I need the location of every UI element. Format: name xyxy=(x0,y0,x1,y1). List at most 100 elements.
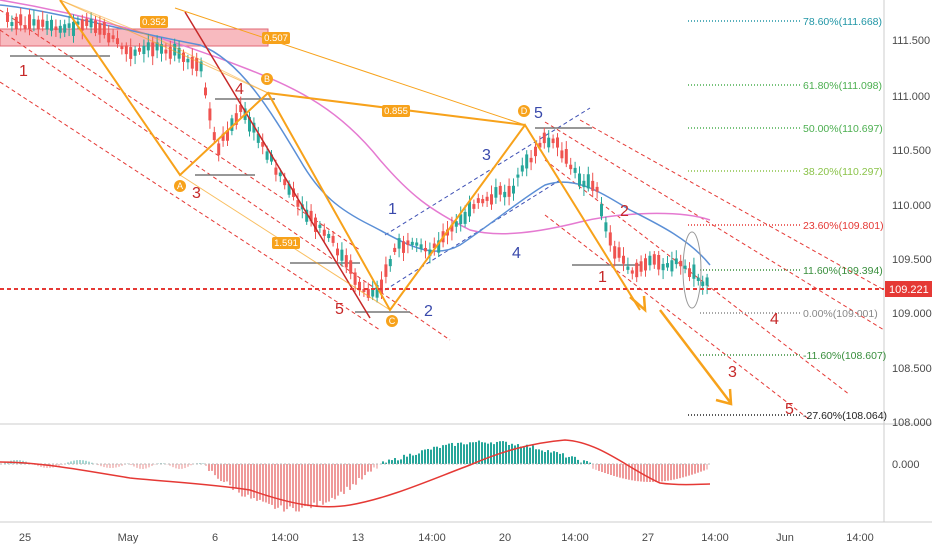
candle-body xyxy=(419,244,423,249)
ma-fast-blue[interactable] xyxy=(0,4,711,266)
candle-body xyxy=(415,242,419,246)
candle-body xyxy=(6,12,9,22)
candle-body xyxy=(520,165,524,172)
candle-body xyxy=(538,142,542,148)
wave-label-red-5b: 5 xyxy=(785,401,794,418)
histogram-bar xyxy=(691,464,693,475)
histogram-bar xyxy=(598,464,600,471)
wave-label-blue-4: 4 xyxy=(512,245,521,262)
macd-histogram[interactable] xyxy=(4,440,708,512)
histogram-bar xyxy=(262,464,264,502)
wave-label-blue-1: 1 xyxy=(388,201,397,218)
horizontal-markers[interactable] xyxy=(10,55,640,313)
histogram-bar xyxy=(547,450,549,464)
candle-body xyxy=(485,196,489,201)
histogram-bar xyxy=(310,464,312,509)
histogram-bar xyxy=(172,464,174,468)
histogram-bar xyxy=(4,462,6,464)
fib-level[interactable]: 50.00%(110.697) xyxy=(688,123,883,135)
candle-body xyxy=(410,241,414,245)
candle-body xyxy=(256,133,260,143)
histogram-bar xyxy=(208,464,210,471)
histogram-bar xyxy=(664,464,666,482)
histogram-bar xyxy=(499,441,501,464)
time-tick-label: 14:00 xyxy=(418,532,446,544)
candle-body xyxy=(76,21,80,25)
candle-body xyxy=(318,224,322,228)
candle-body xyxy=(529,157,533,163)
candle-body xyxy=(265,151,269,160)
histogram-bar xyxy=(529,447,531,464)
histogram-bar xyxy=(481,442,483,464)
highlight-ellipse[interactable] xyxy=(682,231,702,309)
histogram-bar xyxy=(619,464,621,478)
fib-level[interactable]: 78.60%(111.668) xyxy=(688,16,882,28)
histogram-bar xyxy=(532,445,534,464)
candle-body xyxy=(701,281,705,287)
histogram-bar xyxy=(358,464,360,478)
candle-body xyxy=(648,255,652,266)
wave-label-red-1a: 1 xyxy=(19,63,28,80)
impulse-line[interactable] xyxy=(184,11,371,319)
candle-body xyxy=(327,233,331,239)
candle-body xyxy=(573,167,577,173)
histogram-bar xyxy=(403,454,405,464)
fib-level-label: 50.00%(110.697) xyxy=(803,123,883,135)
histogram-bar xyxy=(565,457,567,464)
histogram-bar xyxy=(226,464,228,482)
histogram-bar xyxy=(466,444,468,464)
histogram-bar xyxy=(643,464,645,482)
histogram-bar xyxy=(232,464,234,491)
candle-body xyxy=(459,214,463,225)
price-axis[interactable]: 111.500 111.000 110.500 110.000 109.500 109.0… xyxy=(892,35,932,429)
histogram-bar xyxy=(439,447,441,464)
candle-body xyxy=(111,35,115,39)
histogram-bar xyxy=(514,445,516,464)
candle-body xyxy=(155,42,159,51)
fib-level-label: 0.00%(109.001) xyxy=(803,308,878,320)
histogram-bar xyxy=(613,464,615,476)
histogram-bar xyxy=(418,453,420,464)
candle-body xyxy=(617,247,621,258)
fib-level[interactable]: 11.60%(109.394) xyxy=(700,265,883,277)
histogram-bar xyxy=(538,449,540,464)
price-tick-label: 111.000 xyxy=(892,91,930,103)
fan-line[interactable] xyxy=(174,7,526,126)
time-tick-label: 14:00 xyxy=(561,532,589,544)
signal-line-red[interactable] xyxy=(0,439,711,508)
rising-channel[interactable] xyxy=(384,107,591,291)
fib-level[interactable]: 61.80%(111.098) xyxy=(688,80,882,92)
candle-body xyxy=(199,61,203,72)
candle-body xyxy=(635,262,639,278)
candle-body xyxy=(542,132,546,144)
histogram-bar xyxy=(541,450,543,464)
candle-body xyxy=(314,217,317,232)
projection-arrow[interactable] xyxy=(629,295,733,406)
fib-level[interactable]: 23.60%(109.801) xyxy=(688,220,884,232)
time-axis[interactable]: 25 May 6 14:00 13 14:00 20 14:00 27 14:00 Jun 14:00 xyxy=(19,532,874,544)
histogram-bar xyxy=(175,464,177,469)
histogram-bar xyxy=(283,464,285,512)
svg-text:0.352: 0.352 xyxy=(142,17,166,28)
fib-level[interactable]: -11.60%(108.607) xyxy=(700,350,886,362)
fib-level[interactable]: -27.60%(108.064) xyxy=(688,410,887,422)
histogram-bar xyxy=(301,464,303,508)
histogram-bar xyxy=(211,464,213,471)
candlestick-series[interactable] xyxy=(6,7,709,303)
candle-body xyxy=(19,14,23,26)
candle-body xyxy=(600,204,603,217)
candle-body xyxy=(657,254,661,270)
candle-body xyxy=(639,261,643,272)
candle-body xyxy=(278,172,282,177)
fib-level[interactable]: 38.20%(110.297) xyxy=(688,166,883,178)
fib-level[interactable]: 0.00%(109.001) xyxy=(700,308,878,320)
histogram-bar xyxy=(427,448,429,464)
candle-body xyxy=(494,187,498,198)
candle-body xyxy=(80,19,84,31)
candle-body xyxy=(142,45,146,55)
candle-body xyxy=(525,154,529,169)
point-a: A xyxy=(174,180,186,192)
histogram-bar xyxy=(508,445,510,464)
histogram-bar xyxy=(433,446,435,464)
